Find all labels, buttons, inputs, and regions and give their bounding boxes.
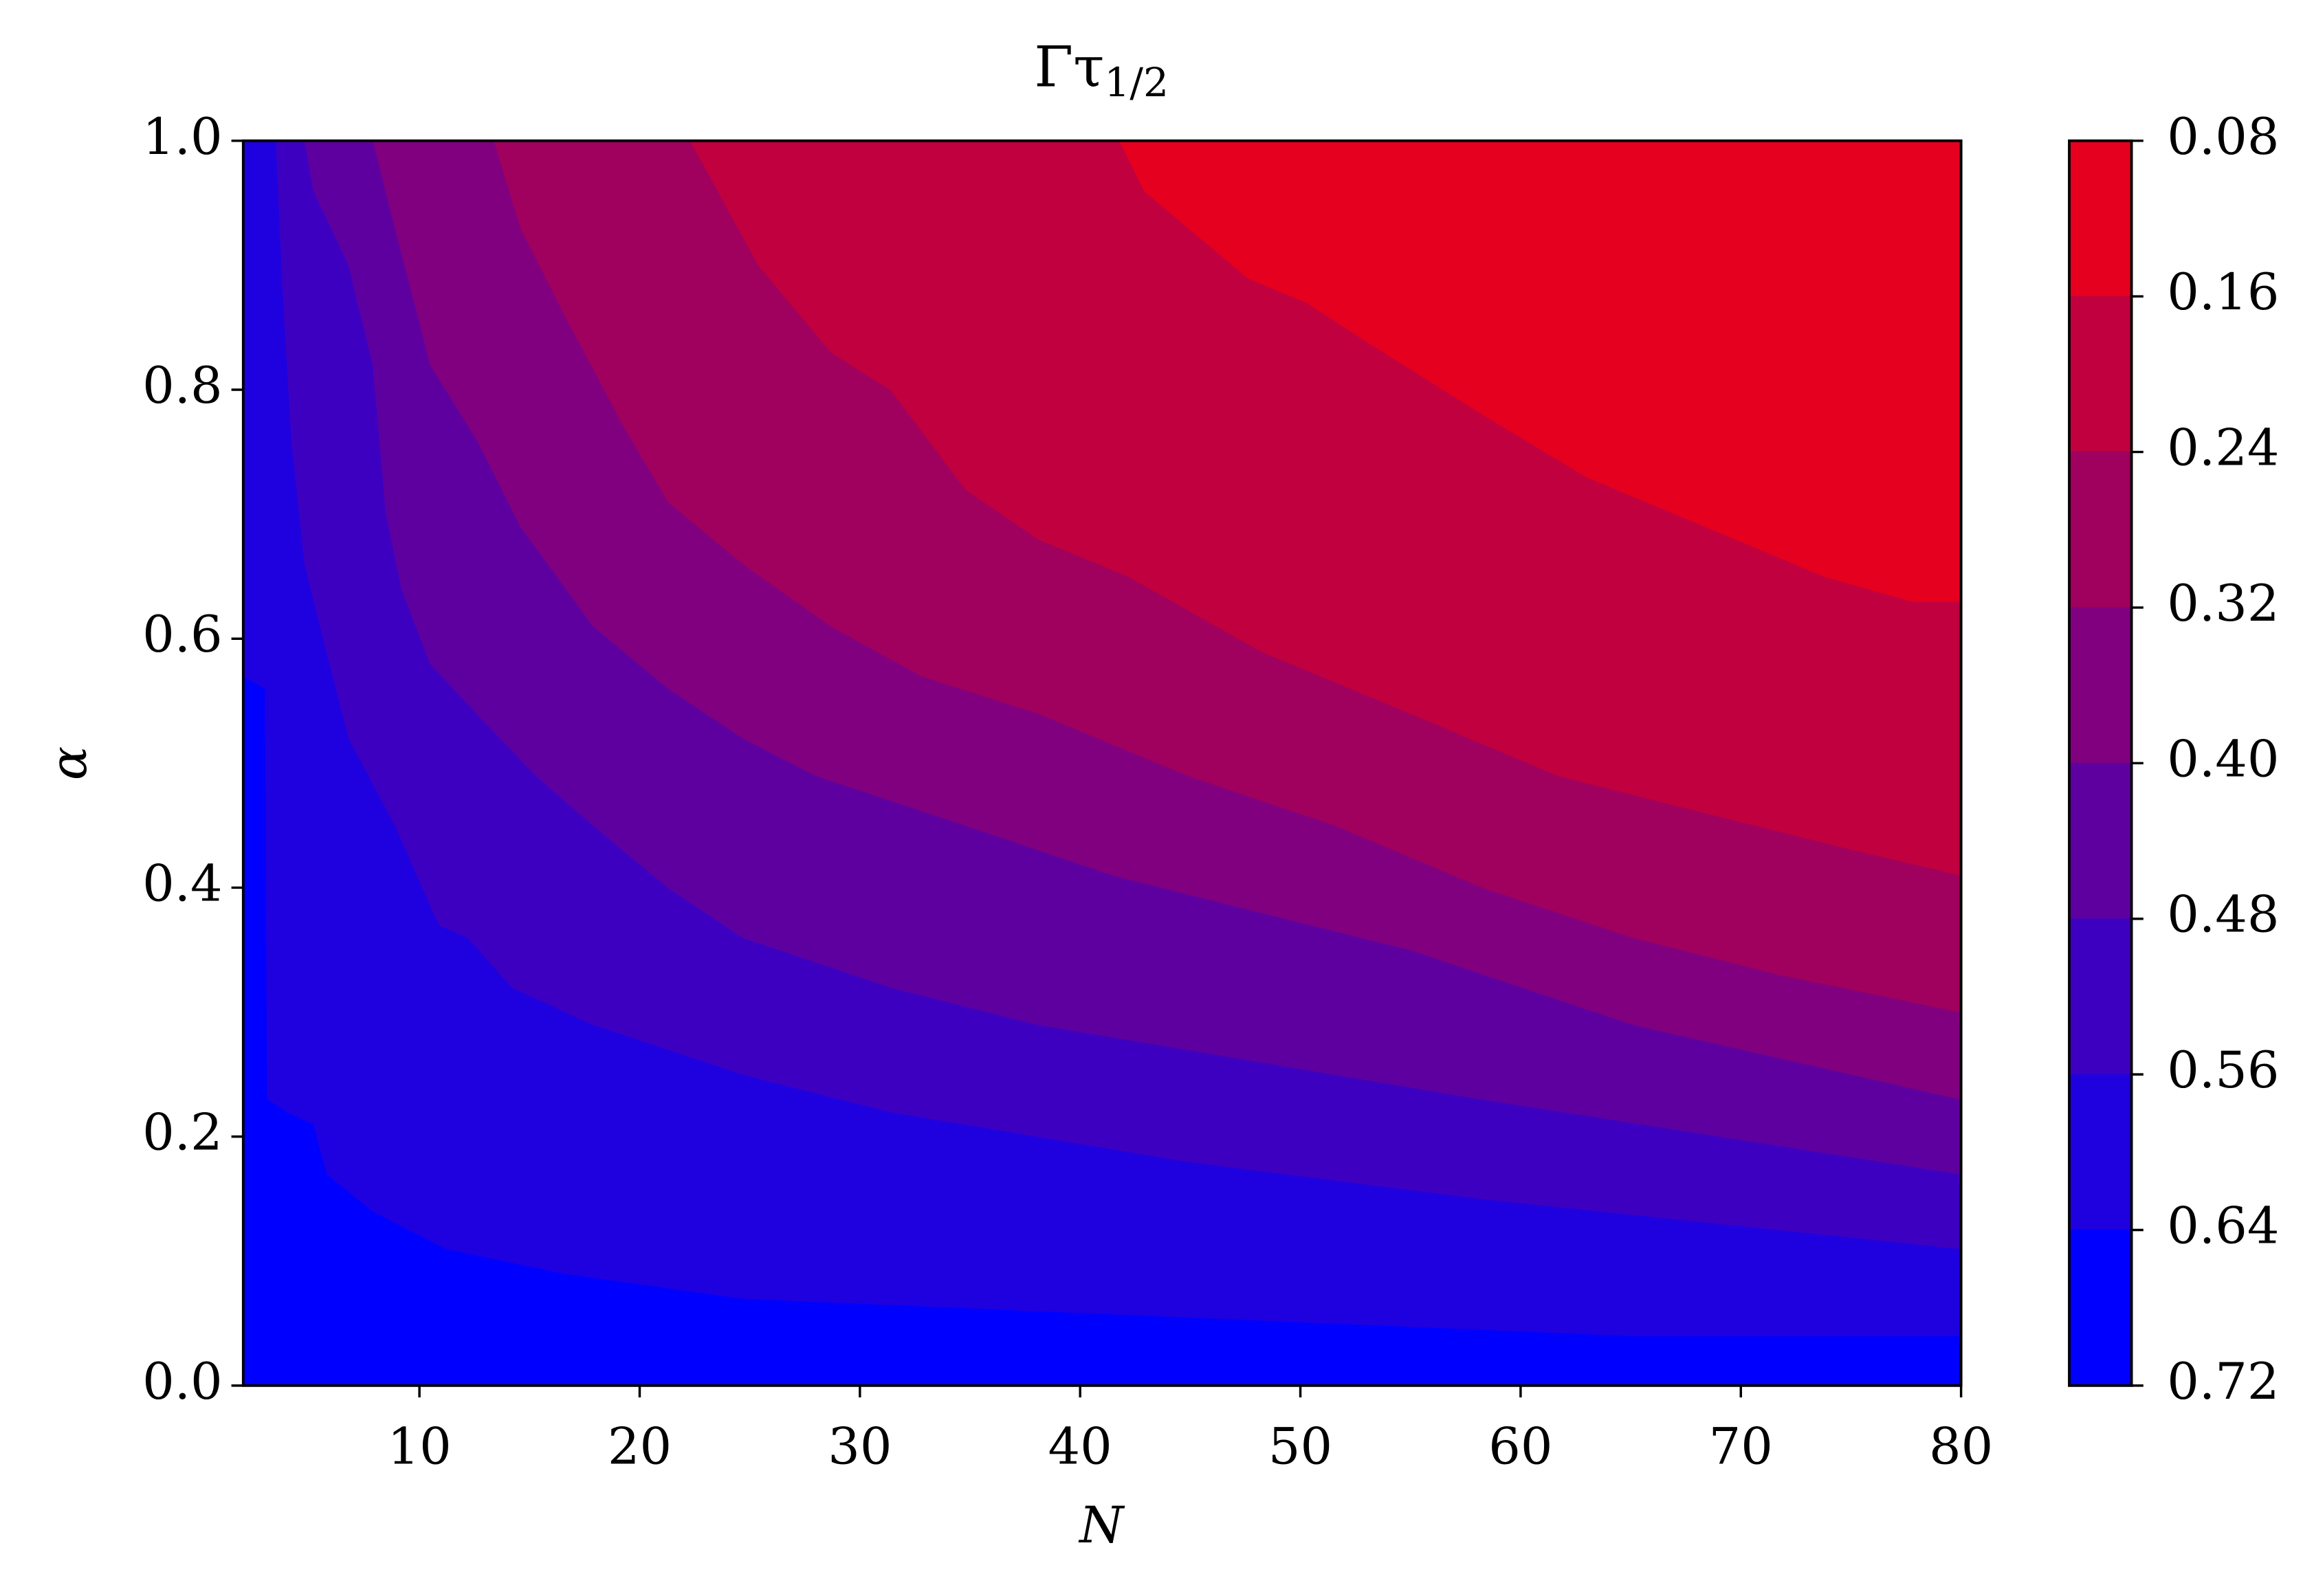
x-tick-label: 60 (1488, 1418, 1552, 1476)
y-tick-label: 1.0 (142, 108, 223, 166)
y-tick-label: 0.4 (142, 854, 223, 913)
colorbar-tick-label: 0.32 (2167, 575, 2279, 633)
colorbar-frame (2068, 139, 2133, 1387)
x-tick-label: 50 (1268, 1418, 1332, 1476)
colorbar-band (2069, 1229, 2133, 1386)
colorbar-band (2069, 296, 2133, 453)
title-main: Γτ (1034, 34, 1104, 100)
x-tick-label: 40 (1048, 1418, 1112, 1476)
title-subscript: 1/2 (1104, 59, 1169, 106)
colorbar-band (2069, 607, 2133, 764)
colorbar-band (2069, 1074, 2133, 1231)
x-axis-label: N (1078, 1496, 1125, 1555)
x-tick-label: 80 (1929, 1418, 1993, 1476)
chart-title: Γτ1/2 (1034, 34, 1169, 106)
colorbar-tick-label: 0.64 (2167, 1197, 2279, 1255)
x-tick-label: 70 (1709, 1418, 1773, 1476)
y-tick-label: 0.6 (142, 606, 223, 664)
x-tick-label: 30 (828, 1418, 892, 1476)
colorbar-tick-label: 0.24 (2167, 419, 2279, 478)
colorbar-tick-label: 0.16 (2167, 263, 2279, 322)
x-tick-label: 10 (387, 1418, 451, 1476)
plot-frame (241, 139, 1963, 1387)
y-axis-label: α (40, 746, 98, 781)
colorbar-tick-label: 0.72 (2167, 1353, 2279, 1411)
colorbar-tick-label: 0.40 (2167, 730, 2279, 788)
y-tick-label: 0.0 (142, 1353, 223, 1411)
y-tick-label: 0.2 (142, 1104, 223, 1162)
x-tick-label: 20 (608, 1418, 672, 1476)
colorbar-band (2069, 452, 2133, 608)
colorbar-band (2069, 762, 2133, 920)
colorbar-band (2069, 140, 2133, 297)
y-tick-label: 0.8 (142, 357, 223, 415)
colorbar-tick-label: 0.08 (2167, 108, 2279, 166)
colorbar-tick-label: 0.56 (2167, 1041, 2279, 1100)
colorbar-band (2069, 918, 2133, 1075)
colorbar-tick-label: 0.48 (2167, 886, 2279, 944)
